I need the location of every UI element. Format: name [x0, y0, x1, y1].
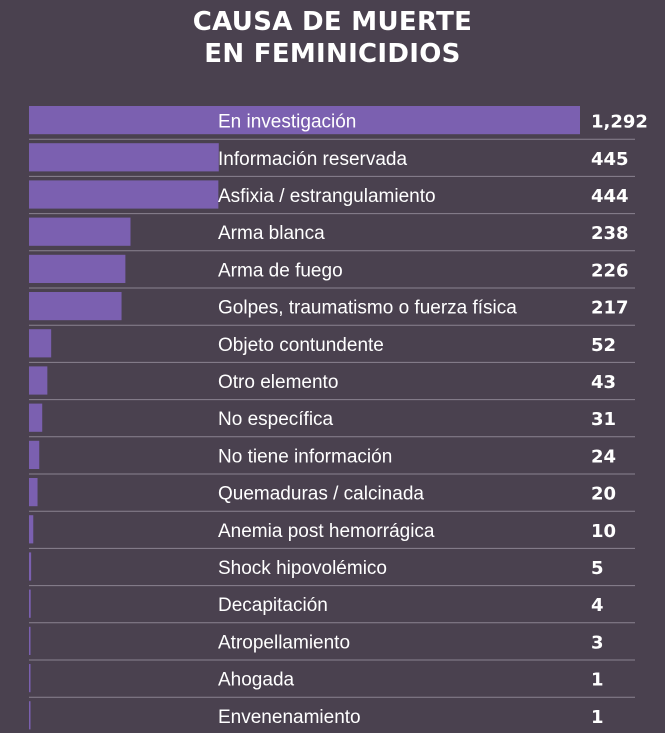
value-label: 1,292: [591, 112, 648, 133]
bar-9: [29, 440, 40, 469]
value-label: 1: [591, 670, 604, 691]
category-label: Información reservada: [218, 149, 407, 170]
bar-16: [29, 701, 31, 730]
value-label: 4: [591, 595, 604, 616]
bar-1: [29, 143, 219, 172]
category-label: Envenenamiento: [218, 707, 361, 728]
bar-0: [29, 106, 580, 135]
bar-5: [29, 292, 122, 321]
category-label: Ahogada: [218, 670, 295, 691]
bar-11: [29, 515, 34, 544]
category-label: Decapitación: [218, 595, 328, 616]
value-label: 43: [591, 372, 616, 393]
value-label: 217: [591, 298, 629, 319]
category-label: En investigación: [218, 112, 356, 133]
bar-13: [29, 589, 31, 618]
value-label: 445: [591, 149, 629, 170]
bar-14: [29, 626, 31, 655]
chart-title-line-2: EN FEMINICIDIOS: [204, 39, 461, 69]
category-label: Asfixia / estrangulamiento: [218, 186, 436, 207]
value-label: 226: [591, 260, 629, 281]
category-label: No específica: [218, 409, 334, 430]
bar-7: [29, 366, 48, 395]
chart-title-line-1: CAUSA DE MUERTE: [192, 7, 473, 37]
category-label: Anemia post hemorrágica: [218, 521, 435, 542]
bar-2: [29, 180, 219, 209]
bar-10: [29, 478, 38, 507]
chart-title: CAUSA DE MUERTE EN FEMINICIDIOS: [0, 6, 665, 70]
category-label: Quemaduras / calcinada: [218, 484, 424, 505]
value-label: 238: [591, 223, 629, 244]
category-label: Arma blanca: [218, 223, 325, 244]
bar-4: [29, 254, 126, 283]
value-label: 20: [591, 484, 616, 505]
bar-6: [29, 329, 52, 358]
value-label: 10: [591, 521, 616, 542]
value-label: 444: [591, 186, 629, 207]
bar-15: [29, 664, 31, 693]
value-label: 24: [591, 446, 616, 467]
value-label: 5: [591, 558, 604, 579]
bar-12: [29, 552, 32, 581]
value-label: 52: [591, 335, 616, 356]
category-label: Otro elemento: [218, 372, 338, 393]
category-label: Atropellamiento: [218, 632, 350, 653]
category-label: Objeto contundente: [218, 335, 384, 356]
bar-8: [29, 403, 43, 432]
category-label: Shock hipovolémico: [218, 558, 387, 579]
category-label: No tiene información: [218, 446, 392, 467]
bar-3: [29, 217, 131, 246]
category-label: Golpes, traumatismo o fuerza física: [218, 298, 517, 319]
value-label: 31: [591, 409, 616, 430]
category-label: Arma de fuego: [218, 260, 343, 281]
value-label: 1: [591, 707, 604, 728]
value-label: 3: [591, 632, 604, 653]
